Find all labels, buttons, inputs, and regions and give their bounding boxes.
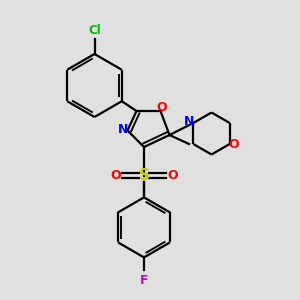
Text: N: N [118,123,128,136]
Text: F: F [140,274,148,287]
Text: O: O [156,101,167,114]
Text: O: O [167,169,178,182]
Text: O: O [110,169,121,182]
Text: O: O [229,137,239,151]
Text: Cl: Cl [88,24,101,37]
Text: N: N [184,115,194,128]
Text: S: S [139,168,149,183]
